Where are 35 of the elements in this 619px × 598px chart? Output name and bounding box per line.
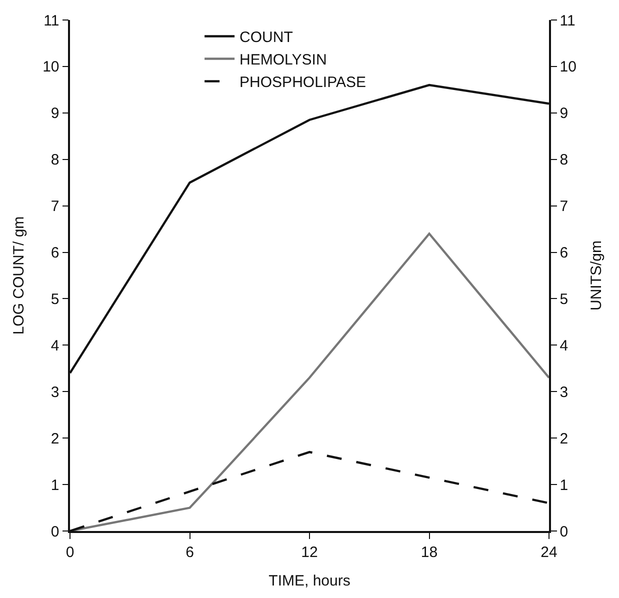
x-tick-label: 0 [66,544,74,561]
y2-tick-label: 11 [560,12,576,30]
y-tick-label: 2 [50,430,60,448]
y2-tick-label: 4 [560,337,568,354]
x-tick-label: 6 [186,544,194,561]
y-tick-label: 9 [50,105,60,122]
y2-axis-title: UNITS/gm [588,240,605,311]
y-tick-label: 1 [50,476,60,494]
y-tick-label: 11 [44,12,60,30]
x-tick-label: 18 [420,544,438,561]
y-tick-label: 3 [50,384,60,401]
y-tick-label: 6 [50,244,60,262]
y2-tick-label: 3 [560,384,568,401]
y2-tick-label: 1 [560,476,568,494]
x-axis-title: TIME, hours [268,572,350,590]
legend-label: COUNT [240,29,293,46]
y-tick-label: 8 [50,152,60,169]
legend-label: PHOSPHOLIPASE [240,74,366,92]
y2-tick-label: 8 [560,152,568,169]
y-axis-title: LOG COUNT/ gm [10,216,28,335]
y2-tick-label: 2 [560,430,568,448]
y2-tick-label: 10 [560,58,576,76]
y2-tick-label: 5 [560,290,568,308]
y2-tick-label: 0 [560,523,568,540]
y-tick-label: 10 [42,58,60,76]
y-tick-label: 4 [50,337,60,354]
y-tick-label: 7 [50,198,60,216]
legend-label: HEMOLYSIN [240,52,327,69]
y2-tick-label: 7 [560,198,568,216]
y2-tick-label: 9 [560,105,568,122]
x-tick-label: 12 [301,544,318,561]
y2-tick-label: 6 [560,244,568,262]
y-tick-label: 5 [50,290,60,308]
y-tick-label: 0 [50,523,60,540]
x-tick-label: 24 [540,544,558,561]
